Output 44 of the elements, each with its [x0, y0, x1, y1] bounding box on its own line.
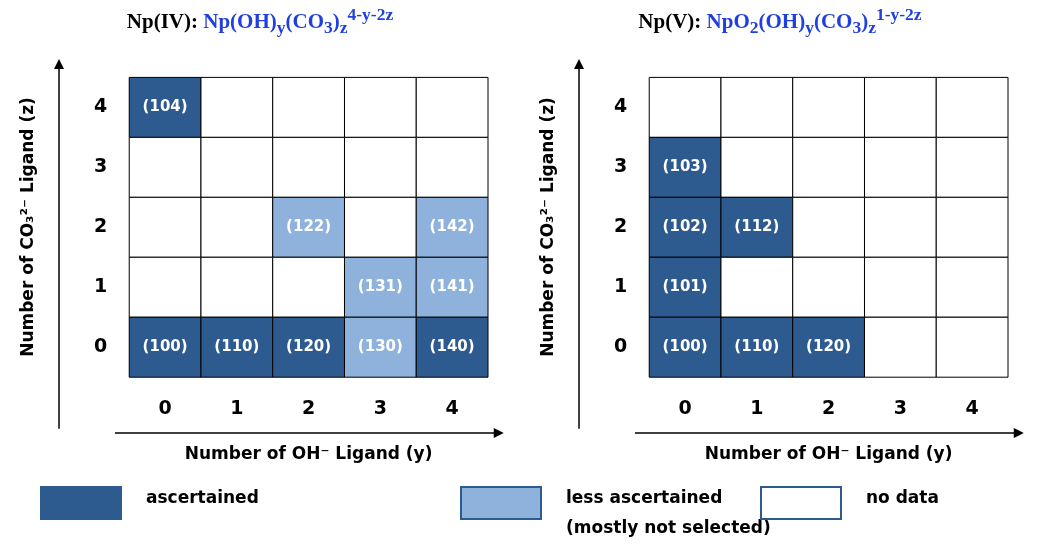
x-tick-label: 1 — [230, 395, 244, 418]
y-tick-label: 2 — [93, 214, 108, 237]
y-tick-label: 4 — [93, 94, 108, 117]
text: ascertained — [146, 486, 260, 509]
data-label: (110) — [734, 337, 780, 356]
data-label: (103) — [662, 157, 708, 176]
data-label: (101) — [662, 277, 708, 296]
data-label: (110) — [214, 337, 260, 356]
x-tick-label: 0 — [158, 395, 172, 418]
x-tick-label: 0 — [678, 395, 692, 418]
x-axis-title: Number of OH⁻ Ligand (y) — [703, 443, 954, 464]
data-label: (104) — [142, 97, 188, 116]
data-label: (120) — [286, 337, 332, 356]
data-label: (120) — [806, 337, 852, 356]
data-label: (140) — [429, 337, 475, 356]
data-label: (100) — [662, 337, 708, 356]
x-tick-label: 4 — [445, 395, 459, 418]
y-tick-label: 3 — [93, 154, 108, 177]
data-label: (130) — [357, 337, 403, 356]
y-tick-label: 2 — [613, 214, 628, 237]
y-axis-title: Number of CO₃²⁻ Ligand (z) — [537, 96, 559, 360]
text: less ascertained (mostly not selected) — [566, 486, 772, 539]
x-tick-label: 2 — [821, 395, 836, 418]
x-tick-label: 2 — [301, 395, 316, 418]
y-tick-label: 1 — [93, 274, 108, 297]
x-axis-title: Number of OH⁻ Ligand (y) — [183, 443, 434, 464]
data-label: (142) — [429, 217, 475, 236]
x-tick-label: 3 — [373, 395, 387, 418]
data-label: (100) — [142, 337, 188, 356]
data-label: (131) — [357, 277, 403, 296]
y-tick-label: 4 — [613, 94, 628, 117]
x-tick-label: 3 — [893, 395, 907, 418]
data-label: (141) — [429, 277, 475, 296]
data-label: (102) — [662, 217, 708, 236]
y-tick-label: 0 — [613, 334, 628, 357]
x-tick-label: 4 — [965, 395, 979, 418]
data-label: (122) — [286, 217, 332, 236]
y-tick-label: 1 — [613, 274, 628, 297]
x-tick-label: 1 — [750, 395, 764, 418]
y-tick-label: 0 — [93, 334, 108, 357]
y-tick-label: 3 — [613, 154, 628, 177]
y-axis-title: Number of CO₃²⁻ Ligand (z) — [17, 96, 39, 360]
data-label: (112) — [734, 217, 780, 236]
text: no data — [866, 486, 940, 509]
